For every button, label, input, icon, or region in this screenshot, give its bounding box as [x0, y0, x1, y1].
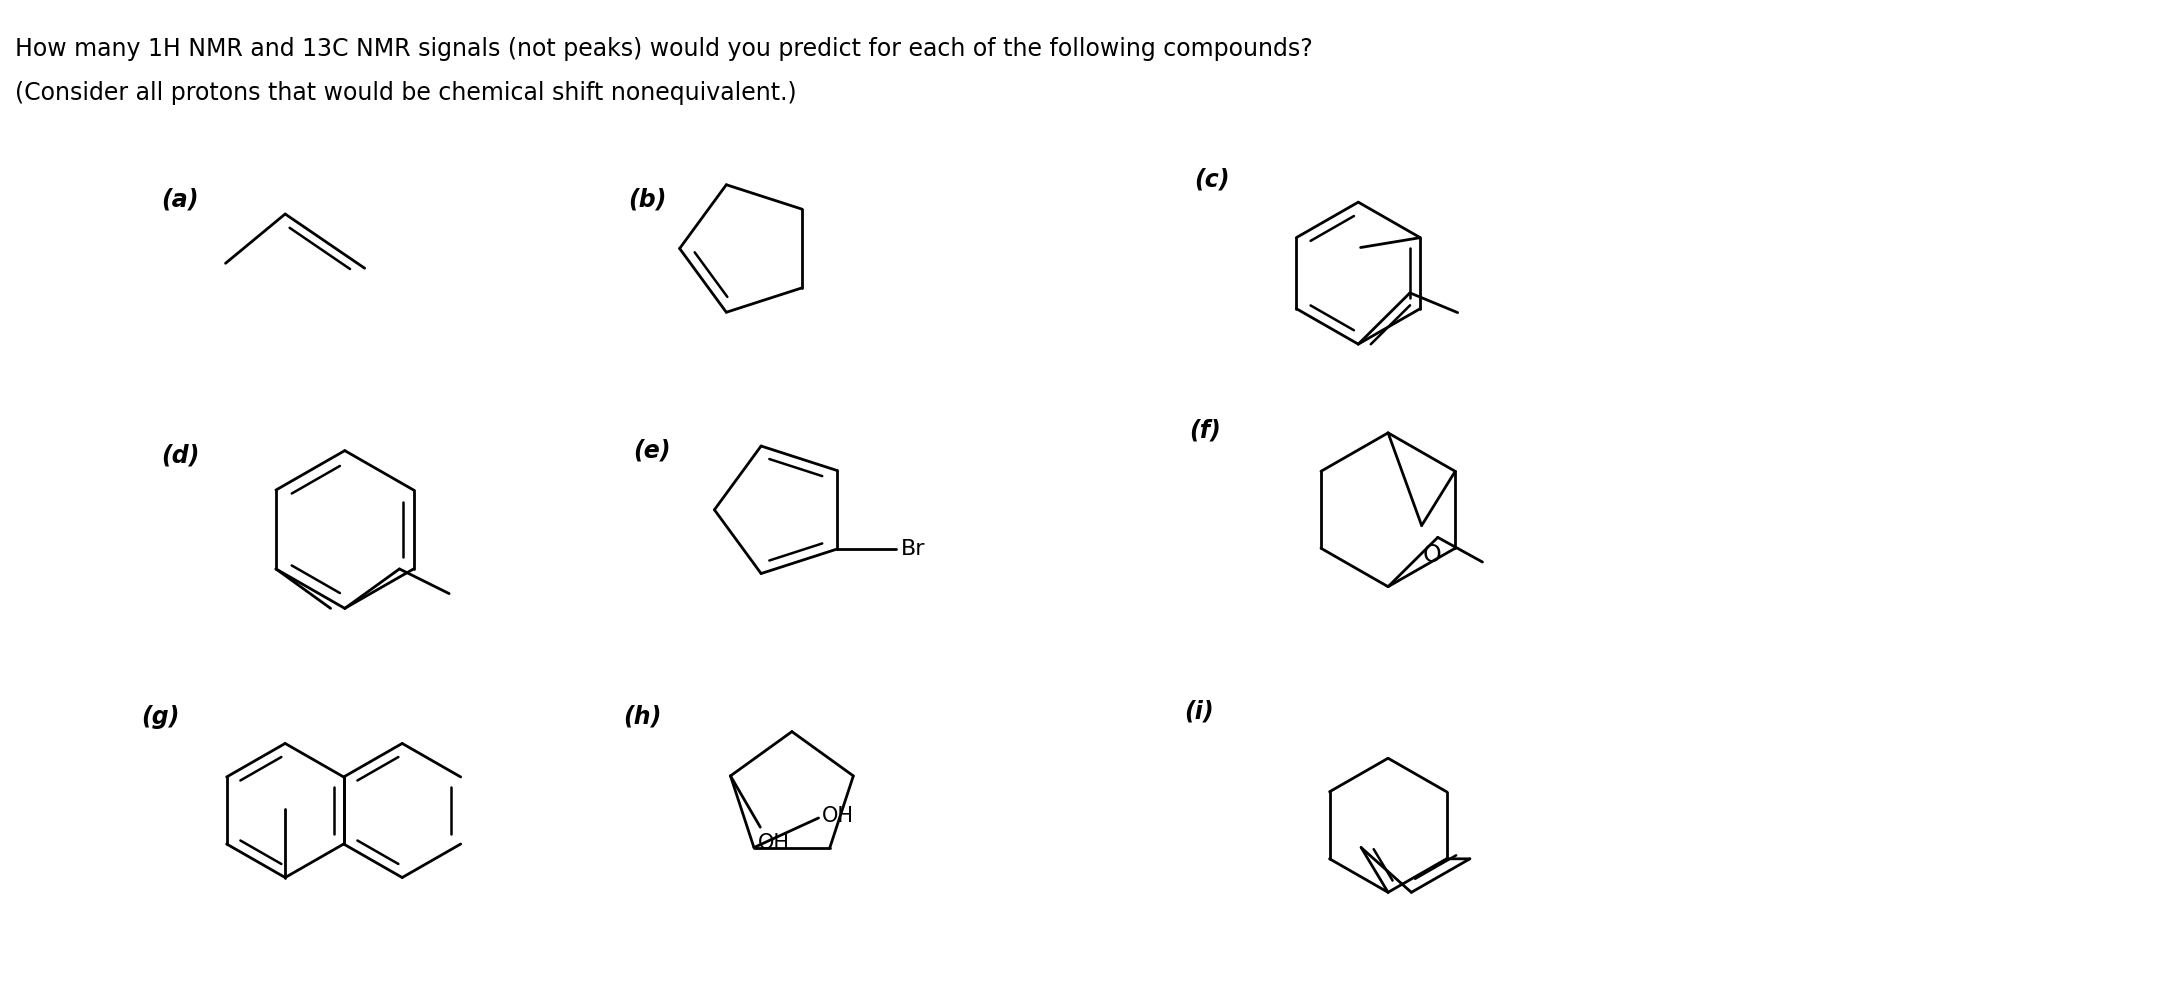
Text: (e): (e): [634, 439, 671, 462]
Text: Br: Br: [902, 539, 926, 559]
Text: How many 1H NMR and 13C NMR signals (not peaks) would you predict for each of th: How many 1H NMR and 13C NMR signals (not…: [15, 37, 1313, 60]
Text: (g): (g): [142, 704, 179, 729]
Text: (a): (a): [161, 187, 198, 211]
Text: OH: OH: [758, 833, 791, 853]
Text: (Consider all protons that would be chemical shift nonequivalent.): (Consider all protons that would be chem…: [15, 81, 797, 105]
Text: OH: OH: [821, 806, 854, 826]
Text: (f): (f): [1189, 419, 1222, 443]
Text: (i): (i): [1185, 700, 1213, 724]
Text: (c): (c): [1194, 168, 1231, 192]
Text: O: O: [1422, 543, 1442, 567]
Text: (b): (b): [627, 187, 666, 211]
Text: (h): (h): [623, 704, 662, 729]
Text: (d): (d): [161, 444, 200, 467]
